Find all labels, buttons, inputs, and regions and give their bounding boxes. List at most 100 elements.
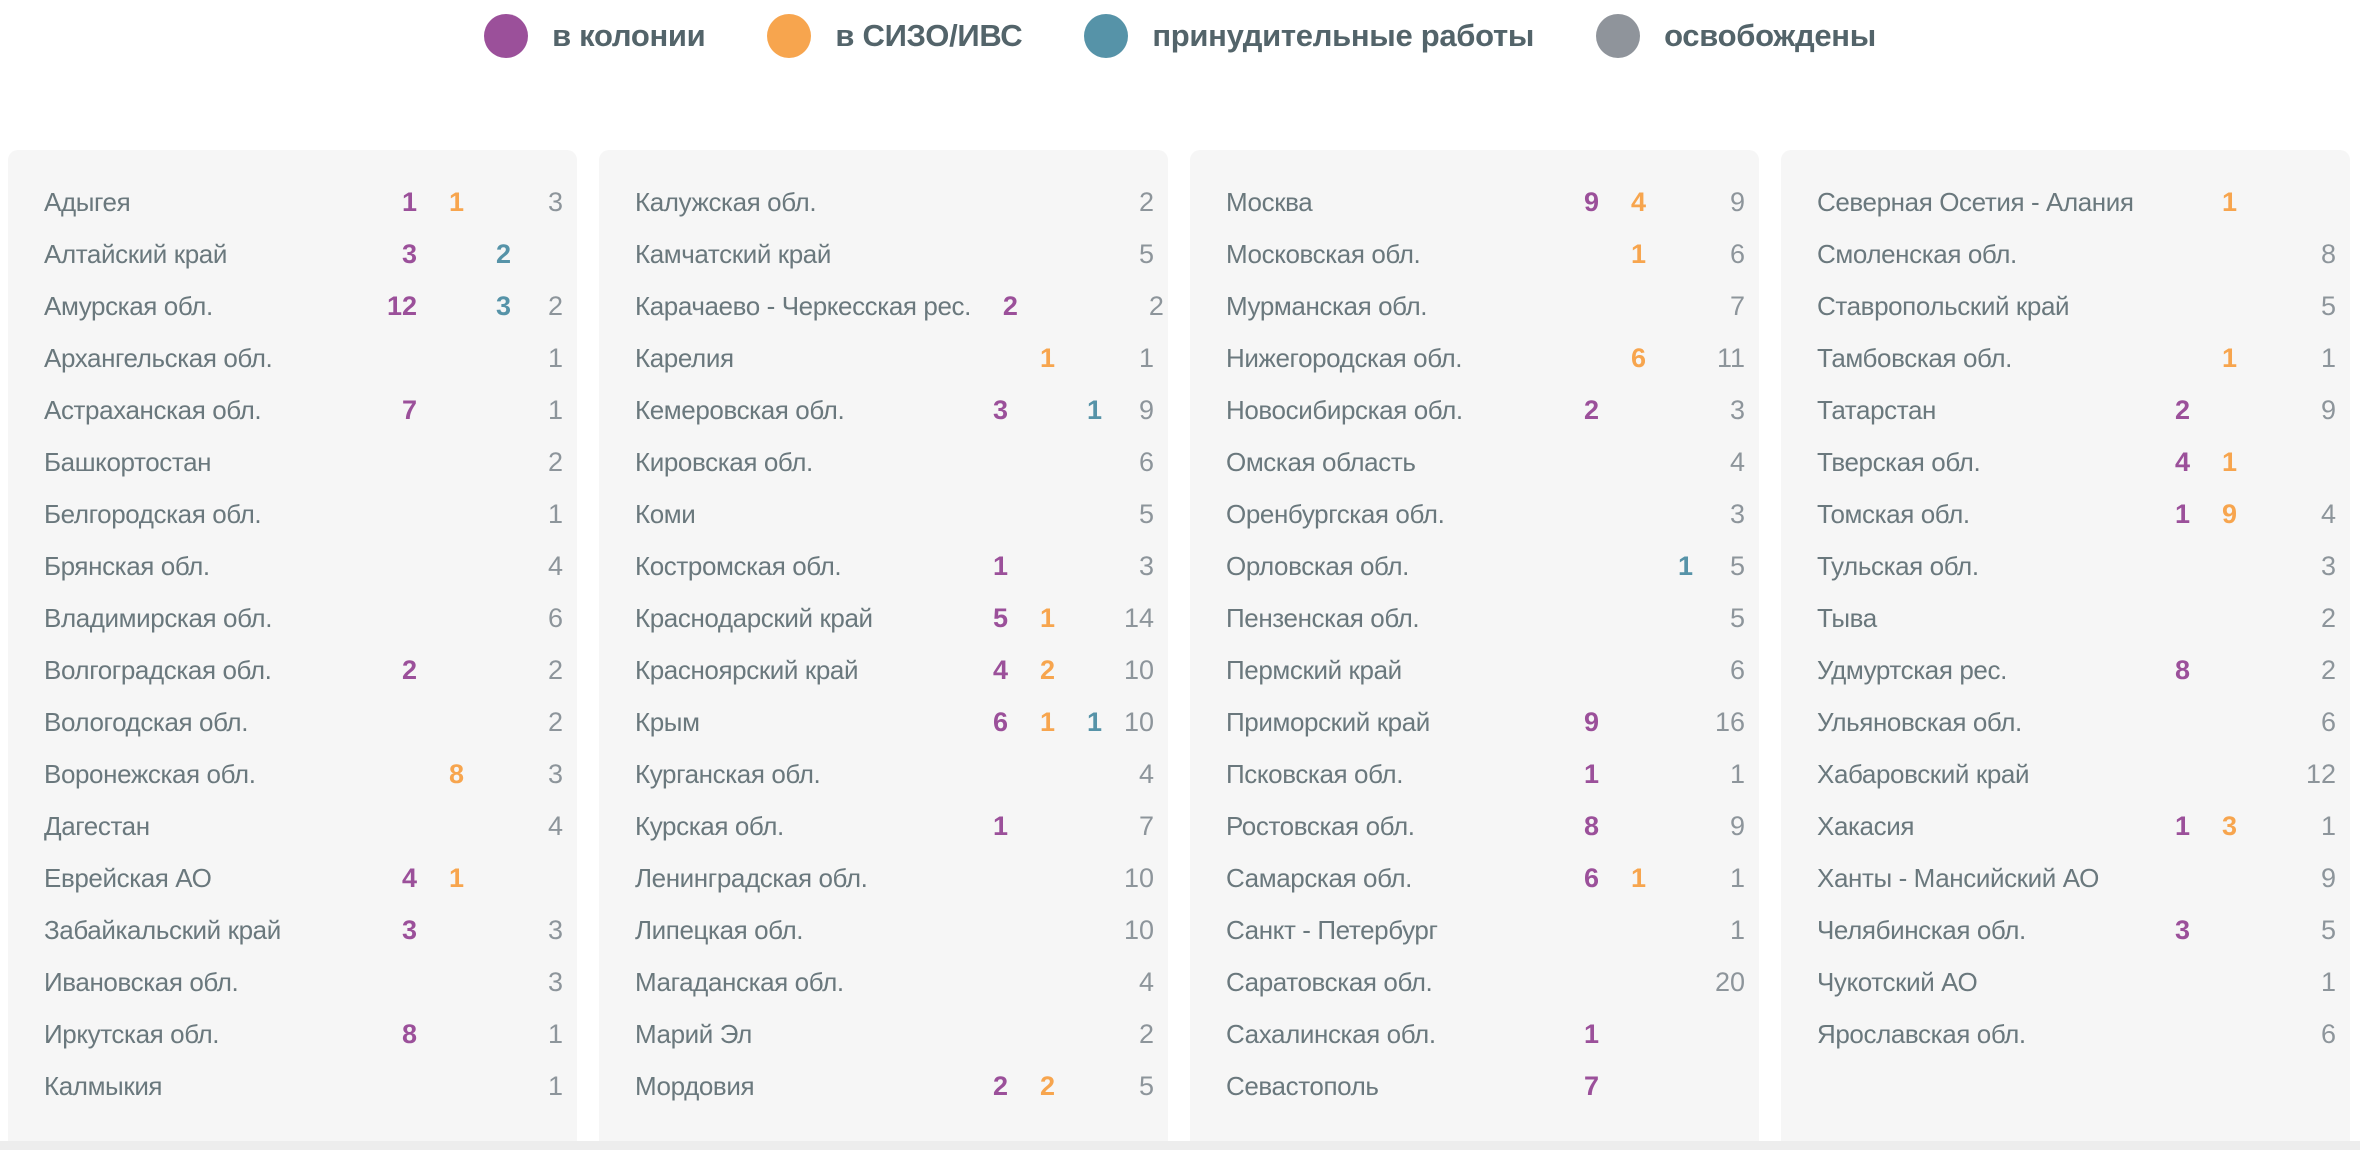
- region-label: Тульская обл.: [1817, 550, 1979, 581]
- table-row: Алтайский край 3 2: [44, 228, 563, 280]
- region-label: Вологодская обл.: [44, 706, 249, 737]
- table-row: Тверская обл. 4 1: [1817, 436, 2336, 488]
- count-released: 16: [1714, 706, 1745, 737]
- region-label: Карелия: [635, 342, 734, 373]
- region-label: Ханты - Мансийский АО: [1817, 862, 2099, 893]
- count-colony: 7: [1583, 1070, 1599, 1101]
- region-label: Ставропольский край: [1817, 290, 2070, 321]
- count-released: 5: [1138, 498, 1154, 529]
- region-label: Камчатский край: [635, 238, 831, 269]
- count-released: 9: [1729, 186, 1745, 217]
- region-label: Курганская обл.: [635, 758, 821, 789]
- count-sizo: 1: [1039, 342, 1055, 373]
- count-colony: 8: [2174, 654, 2190, 685]
- count-sizo: 3: [2221, 810, 2237, 841]
- count-sizo: 1: [448, 862, 464, 893]
- count-released: 6: [1729, 654, 1745, 685]
- legend-item[interactable]: в колонии: [484, 14, 706, 58]
- count-colony: 4: [401, 862, 417, 893]
- region-label: Самарская обл.: [1226, 862, 1413, 893]
- count-released: 6: [2320, 1018, 2336, 1049]
- count-released: 1: [547, 1070, 563, 1101]
- table-row: Калужская обл. 2: [635, 176, 1154, 228]
- count-sizo: 1: [2221, 342, 2237, 373]
- count-colony: 3: [992, 394, 1008, 425]
- table-row: Тыва 2: [1817, 592, 2336, 644]
- count-colony: 1: [401, 186, 417, 217]
- count-released: 1: [2320, 966, 2336, 997]
- count-released: 20: [1714, 966, 1745, 997]
- table-row: Мордовия 2 2 5: [635, 1060, 1154, 1112]
- count-released: 9: [1729, 810, 1745, 841]
- count-released: 7: [1729, 290, 1745, 321]
- table-row: Омская область 4: [1226, 436, 1745, 488]
- count-released: 11: [1716, 342, 1745, 373]
- region-label: Новосибирская обл.: [1226, 394, 1463, 425]
- region-label: Брянская обл.: [44, 550, 210, 581]
- region-label: Севастополь: [1226, 1070, 1379, 1101]
- table-row: Севастополь 7: [1226, 1060, 1745, 1112]
- table-row: Московская обл. 1 6: [1226, 228, 1745, 280]
- table-row: Северная Осетия - Алания 1: [1817, 176, 2336, 228]
- region-label: Липецкая обл.: [635, 914, 804, 945]
- table-row: Татарстан 2 9: [1817, 384, 2336, 436]
- region-label: Томская обл.: [1817, 498, 1970, 529]
- region-label: Нижегородская обл.: [1226, 342, 1463, 373]
- region-label: Калмыкия: [44, 1070, 163, 1101]
- count-released: 6: [1138, 446, 1154, 477]
- count-sizo: 2: [1039, 654, 1055, 685]
- region-label: Краснодарский край: [635, 602, 873, 633]
- count-colony: 3: [2174, 914, 2190, 945]
- count-released: 2: [547, 446, 563, 477]
- table-row: Хабаровский край 12: [1817, 748, 2336, 800]
- count-released: 1: [547, 394, 563, 425]
- region-panel-1: Адыгея 1 1 3 Алтайский край 3 2 Амурская…: [8, 150, 577, 1150]
- table-row: Липецкая обл. 10: [635, 904, 1154, 956]
- legend-item[interactable]: освобождены: [1596, 14, 1876, 58]
- table-row: Костромская обл. 1 3: [635, 540, 1154, 592]
- region-label: Санкт - Петербург: [1226, 914, 1438, 945]
- region-label: Тамбовская обл.: [1817, 342, 2012, 373]
- region-label: Московская обл.: [1226, 238, 1421, 269]
- count-colony: 8: [1583, 810, 1599, 841]
- count-released: 7: [1138, 810, 1154, 841]
- table-row: Ивановская обл. 3: [44, 956, 563, 1008]
- legend-item[interactable]: принудительные работы: [1084, 14, 1534, 58]
- count-released: 2: [1138, 186, 1154, 217]
- region-label: Саратовская обл.: [1226, 966, 1433, 997]
- table-row: Дагестан 4: [44, 800, 563, 852]
- region-table: Адыгея 1 1 3 Алтайский край 3 2 Амурская…: [0, 150, 2360, 1150]
- count-released: 1: [1138, 342, 1154, 373]
- table-row: Еврейская АО 4 1: [44, 852, 563, 904]
- region-label: Иркутская обл.: [44, 1018, 220, 1049]
- count-released: 3: [2320, 550, 2336, 581]
- count-colony: 5: [992, 602, 1008, 633]
- count-released: 2: [2320, 654, 2336, 685]
- count-released: 10: [1123, 706, 1154, 737]
- table-row: Крым 6 1 1 10: [635, 696, 1154, 748]
- table-row: Ярославская обл. 6: [1817, 1008, 2336, 1060]
- count-colony: 1: [1583, 758, 1599, 789]
- count-sizo: 2: [1039, 1070, 1055, 1101]
- legend-dot-icon: [484, 14, 529, 58]
- table-row: Астраханская обл. 7 1: [44, 384, 563, 436]
- count-released: 3: [547, 186, 563, 217]
- table-row: Магаданская обл. 4: [635, 956, 1154, 1008]
- legend-item[interactable]: в СИЗО/ИВС: [767, 14, 1023, 58]
- legend: в колонии в СИЗО/ИВС принудительные рабо…: [0, 0, 2360, 58]
- count-released: 5: [1138, 238, 1154, 269]
- table-row: Брянская обл. 4: [44, 540, 563, 592]
- table-row: Удмуртская рес. 8 2: [1817, 644, 2336, 696]
- count-released: 6: [2320, 706, 2336, 737]
- count-colony: 9: [1583, 706, 1599, 737]
- region-label: Курская обл.: [635, 810, 784, 841]
- region-label: Омская область: [1226, 446, 1416, 477]
- region-label: Кемеровская обл.: [635, 394, 845, 425]
- region-label: Пензенская обл.: [1226, 602, 1420, 633]
- count-colony: 2: [401, 654, 417, 685]
- count-released: 8: [2320, 238, 2336, 269]
- region-label: Кировская обл.: [635, 446, 813, 477]
- count-colony: 1: [992, 550, 1008, 581]
- count-colony: 3: [401, 914, 417, 945]
- table-row: Коми 5: [635, 488, 1154, 540]
